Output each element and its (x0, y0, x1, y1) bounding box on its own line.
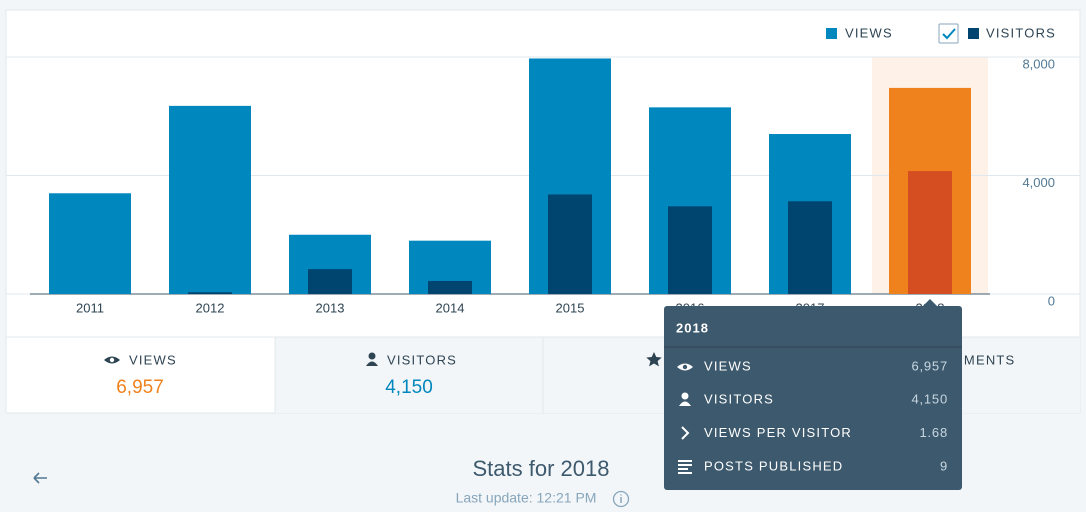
bar (428, 280, 472, 294)
legend-label[interactable]: VISITORS (986, 25, 1056, 40)
tooltip-label: VIEWS PER VISITOR (704, 425, 852, 440)
person-icon (679, 401, 691, 406)
tab-value: 4,150 (385, 377, 433, 398)
x-tick-label: 2012 (196, 300, 225, 315)
tooltip-value: 6,957 (911, 358, 948, 373)
tab-label: VIEWS (129, 352, 177, 367)
chevron-icon (681, 426, 690, 440)
bar (169, 105, 251, 294)
tooltip: 2018 VIEWS 6,957 VISITORS 4,150 VIEWS PER VI… (664, 299, 962, 490)
tooltip-rows: VIEWS 6,957 VISITORS 4,150 VIEWS PER VISITOR… (704, 358, 948, 473)
legend-label[interactable]: VIEWS (845, 25, 893, 40)
plot: 04,0008,00020112012201320142015201620172… (6, 56, 1080, 315)
tooltip-arrow (923, 299, 937, 306)
back-arrow[interactable] (33, 472, 47, 484)
tab[interactable]: VIEWS 6,957 (104, 352, 177, 398)
x-tick-label: 2013 (316, 300, 345, 315)
star-icon[interactable] (646, 352, 662, 367)
bar (788, 201, 832, 294)
tab-value: 6,957 (116, 377, 164, 398)
legend-swatch (968, 28, 979, 39)
x-tick-label: 2015 (556, 300, 585, 315)
posts-icon (678, 460, 692, 474)
last-update: Last update: 12:21 PM (456, 490, 597, 506)
bar (908, 171, 952, 294)
tooltip-value: 4,150 (911, 392, 948, 407)
y-tick-label: 0 (1048, 293, 1055, 308)
x-tick-label: 2011 (76, 300, 104, 315)
tooltip-label: VIEWS (704, 358, 752, 373)
x-tick-label: 2014 (436, 300, 465, 315)
tooltip-label: POSTS PUBLISHED (704, 458, 843, 473)
tooltip-title: 2018 (676, 320, 709, 335)
person-icon (368, 352, 376, 360)
eye-pupil (109, 357, 115, 363)
check-icon (942, 28, 956, 40)
bar (548, 194, 592, 294)
bar (308, 269, 352, 294)
tooltip-value: 1.68 (919, 425, 948, 440)
person-icon (366, 361, 378, 366)
legend-swatch (826, 28, 837, 39)
y-tick-label: 4,000 (1022, 175, 1055, 190)
bar (188, 292, 232, 294)
bar (668, 206, 712, 294)
tooltip-label: VISITORS (704, 392, 774, 407)
person-icon (681, 392, 689, 400)
y-tick-label: 8,000 (1022, 56, 1055, 71)
tooltip-value: 9 (940, 458, 948, 473)
legend-checkbox[interactable] (938, 23, 959, 44)
page-title: Stats for 2018 (473, 456, 610, 481)
tab-label: VISITORS (387, 352, 457, 367)
tooltip-box (664, 306, 962, 490)
info-icon[interactable] (612, 490, 630, 508)
bar (49, 193, 131, 294)
eye-pupil (682, 364, 688, 370)
tab[interactable]: VISITORS 4,150 (366, 352, 457, 398)
